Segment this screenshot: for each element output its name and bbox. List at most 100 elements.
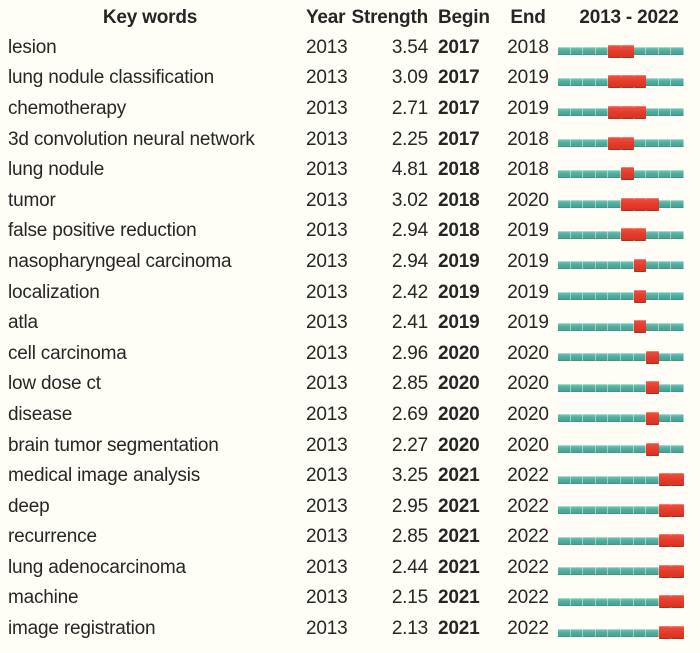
timeline-segment	[558, 445, 571, 454]
timeline-segment	[558, 292, 571, 301]
timeline-track	[558, 228, 684, 242]
begin-cell: 2021	[438, 587, 480, 609]
year-cell: 2013	[306, 342, 348, 364]
timeline-bar	[558, 286, 700, 303]
timeline-segment	[583, 628, 596, 637]
burst-segment	[620, 44, 634, 58]
timeline-segment	[608, 169, 621, 178]
begin-cell: 2018	[438, 189, 480, 211]
timeline-segment	[646, 139, 659, 148]
timeline-segment	[658, 47, 672, 56]
timeline-segment	[671, 169, 684, 178]
strength-cell: 2.95	[391, 495, 428, 517]
timeline-segment	[583, 597, 596, 606]
burst-segment	[608, 105, 621, 119]
timeline-segment	[570, 47, 584, 56]
begin-cell: 2018	[438, 159, 480, 181]
burst-segment	[646, 381, 659, 395]
timeline-segment	[620, 475, 634, 484]
timeline-segment	[620, 261, 634, 270]
timeline-segment	[570, 628, 584, 637]
timeline-segment	[671, 108, 684, 117]
table-row: brain tumor segmentation 2013 2.27 2020 2020	[0, 430, 700, 461]
timeline-bar	[558, 163, 700, 181]
timeline-segment	[620, 353, 634, 362]
strength-cell: 2.85	[391, 373, 428, 395]
keyword-cell: recurrence	[8, 526, 97, 548]
timeline-segment	[583, 261, 596, 270]
timeline-track	[558, 105, 684, 119]
timeline-segment	[633, 169, 647, 178]
timeline-segment	[620, 567, 634, 576]
timeline-segment	[608, 200, 621, 209]
strength-cell: 2.15	[391, 587, 428, 609]
end-cell: 2022	[507, 618, 549, 640]
timeline-segment	[633, 536, 647, 545]
burst-segment	[620, 75, 634, 89]
timeline-segment	[558, 414, 571, 423]
begin-cell: 2020	[438, 342, 480, 364]
table-row: lung nodule 2013 4.81 2018 2018	[0, 154, 700, 185]
timeline-bar	[558, 591, 700, 609]
end-cell: 2020	[507, 403, 549, 425]
keyword-cell: false positive reduction	[8, 220, 197, 242]
timeline-segment	[646, 47, 659, 56]
burst-segment	[633, 105, 647, 119]
table-row: 3d convolution neural network 2013 2.25 201…	[0, 124, 700, 155]
begin-cell: 2017	[438, 36, 480, 58]
timeline-segment	[620, 292, 634, 301]
timeline-track	[558, 595, 684, 609]
timeline-segment	[620, 628, 634, 637]
timeline-segment	[633, 353, 647, 362]
timeline-bar	[558, 561, 700, 578]
timeline-segment	[558, 77, 571, 86]
begin-cell: 2021	[438, 556, 480, 578]
timeline-segment	[658, 230, 672, 239]
timeline-segment	[595, 445, 609, 454]
burst-segment	[658, 534, 672, 548]
timeline-segment	[583, 47, 596, 56]
timeline-segment	[608, 292, 621, 301]
end-cell: 2022	[507, 587, 549, 609]
begin-cell: 2017	[438, 67, 480, 89]
timeline-segment	[583, 230, 596, 239]
table-row: atla 2013 2.41 2019 2019	[0, 307, 700, 338]
timeline-segment	[558, 200, 571, 209]
timeline-segment	[633, 47, 647, 56]
timeline-bar	[558, 71, 700, 89]
timeline-segment	[633, 414, 647, 423]
timeline-segment	[558, 597, 571, 606]
timeline-segment	[595, 108, 609, 117]
timeline-track	[558, 564, 684, 578]
timeline-segment	[646, 292, 659, 301]
timeline-segment	[570, 261, 584, 270]
strength-cell: 2.41	[391, 312, 428, 334]
burst-segment	[620, 136, 634, 150]
begin-cell: 2021	[438, 618, 480, 640]
timeline-segment	[633, 567, 647, 576]
burst-segment	[608, 75, 621, 89]
timeline-segment	[671, 353, 684, 362]
timeline-segment	[595, 475, 609, 484]
table-row: deep 2013 2.95 2021 2022	[0, 491, 700, 522]
timeline-bar	[558, 102, 700, 119]
timeline-track	[558, 534, 684, 548]
timeline-segment	[633, 383, 647, 392]
table-row: lesion 2013 3.54 2017 2018	[0, 32, 700, 63]
timeline-segment	[633, 628, 647, 637]
table-row: tumor 2013 3.02 2018 2020	[0, 185, 700, 216]
table-row: image registration 2013 2.13 2021 2022	[0, 613, 700, 644]
burst-segment	[620, 167, 634, 181]
timeline-segment	[608, 445, 621, 454]
burst-segment	[671, 626, 684, 640]
end-cell: 2022	[507, 465, 549, 487]
timeline-segment	[671, 414, 684, 423]
timeline-segment	[570, 322, 584, 331]
burst-segment	[620, 228, 634, 242]
burst-segment	[671, 564, 684, 578]
end-cell: 2020	[507, 342, 549, 364]
timeline-segment	[658, 200, 672, 209]
timeline-segment	[671, 292, 684, 301]
keyword-cell: tumor	[8, 189, 56, 211]
